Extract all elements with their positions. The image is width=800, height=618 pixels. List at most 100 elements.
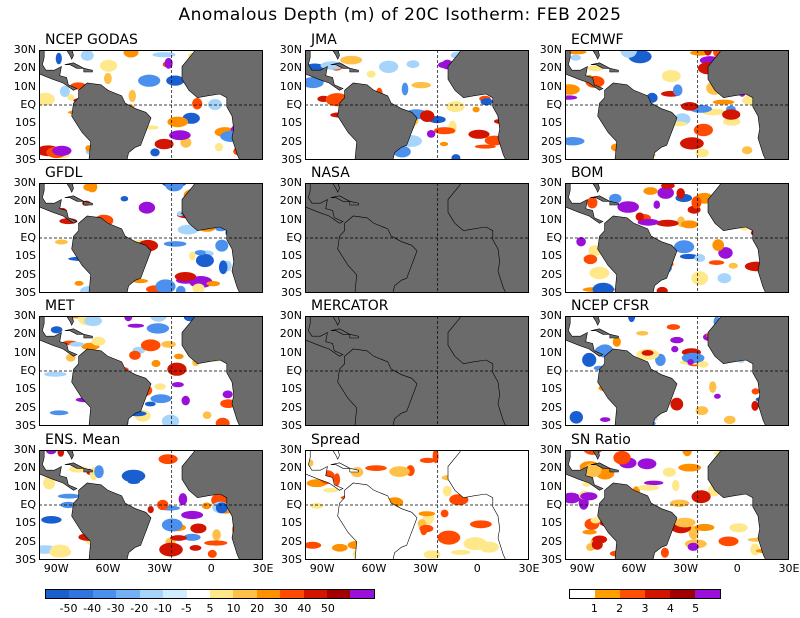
anomaly-patch (194, 250, 206, 256)
florida-land (592, 183, 600, 193)
anomaly-patch (420, 110, 435, 122)
anomaly-patch (691, 490, 711, 504)
anomaly-patch (215, 502, 228, 514)
anomaly-patch (712, 99, 735, 105)
lat-tick-label: 10N (13, 212, 36, 226)
anomaly-patch (138, 201, 156, 214)
anomaly-patch (722, 109, 741, 120)
lat-tick-label: 10N (279, 212, 302, 226)
anomaly-patch (709, 381, 717, 393)
lon-tick-label: 90W (43, 562, 69, 575)
anomaly-patch (138, 74, 161, 87)
anomaly-patch (680, 137, 704, 150)
anomaly-patch (151, 359, 161, 368)
lat-tick-label: 20N (13, 61, 36, 75)
anomaly-patch (189, 251, 196, 261)
lat-tick-label: 30S (15, 553, 36, 566)
anomaly-patch (84, 316, 102, 327)
anomaly-patch (158, 454, 178, 464)
lat-tick-label: 10N (13, 479, 36, 493)
north-america-land (39, 450, 78, 491)
lat-tick-label: EQ (20, 498, 36, 511)
anomaly-patch (582, 529, 597, 535)
anomaly-patch (587, 196, 598, 209)
lat-tick-label: 10S (15, 249, 36, 263)
anomaly-patch (666, 324, 681, 330)
anomaly-patch (693, 123, 713, 137)
anomaly-patch (155, 279, 176, 293)
lat-tick-label: 20S (541, 534, 562, 548)
anomaly-patch (140, 339, 161, 352)
anomaly-patch (432, 450, 439, 464)
anomaly-patch (569, 411, 583, 424)
colorbar-label: 10 (226, 602, 241, 615)
lat-tick-label: 10S (15, 516, 36, 530)
anomaly-colorbar (45, 589, 375, 599)
lat-tick-label: EQ (286, 364, 302, 377)
anomaly-patch (60, 501, 76, 509)
lat-tick-label: 20N (539, 61, 562, 75)
lat-tick-label: EQ (546, 98, 562, 111)
cuba-land (590, 328, 610, 335)
colorbar-cell (695, 590, 720, 598)
florida-land (592, 50, 600, 60)
anomaly-patch (474, 144, 496, 149)
panel-title-gfdl: GFDL (45, 165, 83, 181)
anomaly-patch (189, 545, 202, 551)
north-america-land (565, 183, 604, 224)
anomaly-patch (442, 485, 452, 497)
map-panel-mercator (305, 316, 529, 426)
anomaly-patch (305, 77, 324, 89)
anomaly-patch (635, 212, 644, 221)
anomaly-patch (691, 271, 709, 286)
lat-tick-label: 30S (15, 286, 36, 299)
anomaly-patch (637, 484, 660, 491)
lat-tick-label: 20S (541, 400, 562, 414)
hispaniola-land (609, 200, 619, 206)
cuba-land (590, 195, 610, 202)
panel-title-met: MET (45, 298, 75, 314)
anomaly-patch (418, 511, 435, 517)
anomaly-patch (49, 410, 69, 416)
florida-land (332, 50, 340, 60)
lat-tick-label: 10N (13, 345, 36, 359)
anomaly-patch (674, 240, 695, 254)
lat-tick-label: 10S (541, 249, 562, 263)
lat-tick-label: 10S (281, 382, 302, 396)
north-america-land (39, 316, 78, 357)
cuba-land (330, 195, 350, 202)
lon-tick-label: 30E (518, 562, 540, 575)
anomaly-patch (641, 350, 654, 356)
map-panel-nasa (305, 183, 529, 293)
anomaly-patch (723, 117, 741, 126)
anomaly-patch (660, 547, 669, 558)
anomaly-patch (147, 506, 154, 514)
map-panel-sn-ratio (565, 450, 789, 560)
lat-tick-label: 20S (281, 134, 302, 148)
anomaly-patch (202, 411, 212, 419)
anomaly-patch (333, 473, 341, 486)
lat-tick-label: 10N (279, 79, 302, 93)
cuba-land (590, 62, 610, 69)
lat-tick-label: 30N (539, 43, 562, 56)
south-america-land (597, 82, 678, 160)
lat-tick-label: 20S (15, 267, 36, 281)
anomaly-patch (74, 280, 84, 286)
south-america-land (597, 348, 678, 426)
lon-tick-label: 30W (413, 562, 439, 575)
anomaly-patch (192, 283, 205, 293)
colorbar-cell (69, 590, 93, 598)
anomaly-patch (672, 84, 683, 96)
anomaly-patch (682, 450, 693, 457)
anomaly-patch (729, 523, 748, 533)
anomaly-patch (583, 254, 598, 265)
anomaly-patch (215, 417, 230, 426)
map-panel-ncep-godas (39, 50, 263, 160)
anomaly-patch (576, 237, 586, 247)
anomaly-patch (628, 316, 636, 323)
africa-land (181, 183, 263, 293)
map-panel-spread (305, 450, 529, 560)
africa-land (181, 316, 263, 426)
lat-tick-label: 30S (541, 553, 562, 566)
anomaly-patch (127, 323, 144, 328)
